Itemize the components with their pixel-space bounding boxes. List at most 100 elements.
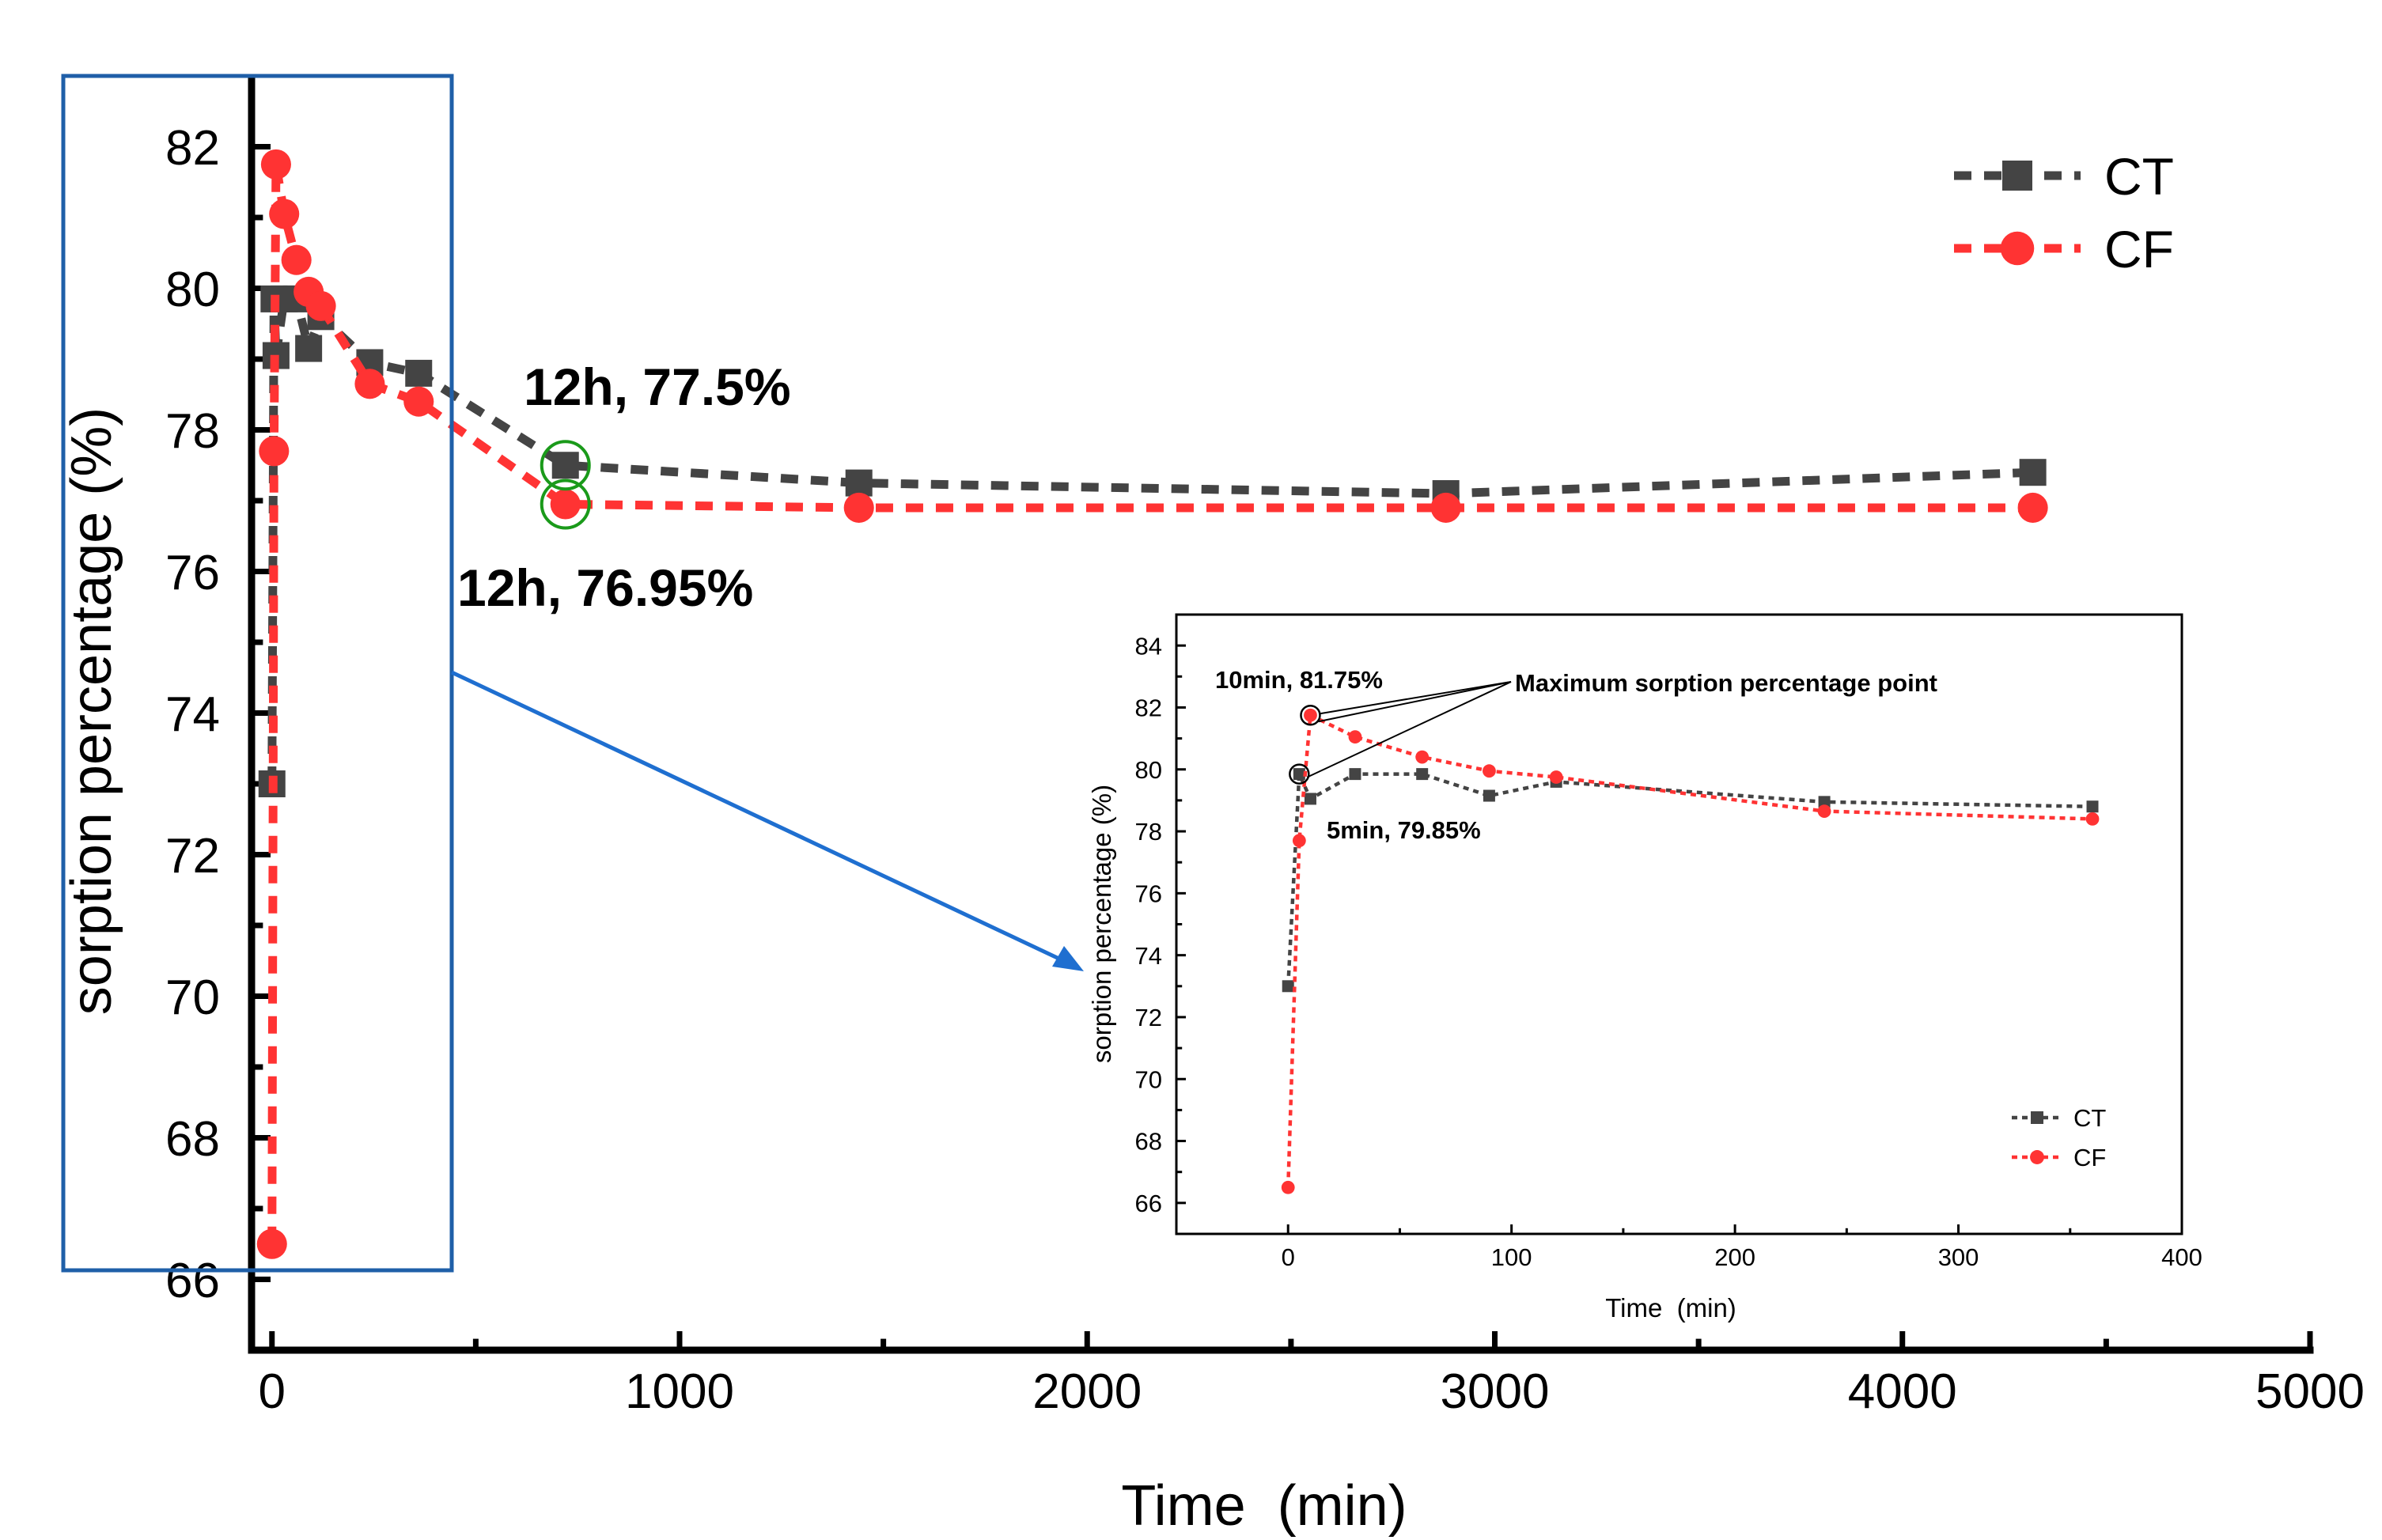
y-tick-label: 76 (1135, 880, 1162, 908)
data-point-circle (1483, 764, 1496, 778)
data-point-circle (354, 369, 385, 399)
legend-marker (2000, 231, 2035, 266)
y-tick-label: 76 (165, 546, 220, 600)
y-tick-label: 68 (165, 1112, 220, 1167)
series-cf (1281, 708, 2100, 1194)
y-tick-label: 66 (1135, 1190, 1162, 1217)
data-point-square (1349, 768, 1361, 781)
x-tick-label: 0 (259, 1364, 286, 1419)
legend-label: CF (2104, 220, 2174, 278)
y-tick-label: 72 (1135, 1004, 1162, 1031)
data-point-square (295, 335, 323, 362)
series-ct (1282, 768, 2099, 993)
overlays: 12h, 77.5% 12h, 76.95% 10min, 81.75% 5min, … (61, 74, 1937, 1273)
highlight-circle (540, 440, 591, 491)
inset-plot: 0 100 200 300 400 66 68 70 72 74 76 78 80 82 84 Time (m… (1087, 613, 2202, 1322)
annotation-cf-12h: 12h, 76.95% (457, 558, 753, 617)
data-point-square (2019, 459, 2047, 486)
legend-marker (2030, 1150, 2044, 1164)
legend-marker (2002, 161, 2032, 191)
zoom-arrow-head (1052, 946, 1084, 971)
y-tick-label: 72 (165, 829, 220, 884)
callout-line (1320, 681, 1512, 715)
x-tick-label: 1000 (625, 1364, 734, 1419)
x-tick-label: 0 (1282, 1243, 1295, 1271)
legend-label: CT (2073, 1104, 2106, 1132)
data-point-square (1818, 796, 1831, 808)
data-point-circle (1292, 834, 1306, 848)
data-point-square (1282, 980, 1294, 993)
y-tick-label: 70 (165, 971, 220, 1025)
x-tick-label: 3000 (1441, 1364, 1550, 1419)
highlight-circle (540, 479, 591, 530)
data-point-circle (2017, 492, 2048, 523)
data-point-square (1483, 789, 1495, 802)
y-axis-label: sorption percentage (%) (1087, 785, 1116, 1063)
callout-line (1318, 681, 1512, 723)
max-point-circle (1300, 704, 1321, 726)
data-point-circle (1415, 750, 1430, 764)
legend-item-cf: CF (2012, 1144, 2106, 1171)
data-point-square (1304, 793, 1316, 805)
data-point-circle (550, 489, 581, 520)
x-tick-label: 100 (1491, 1243, 1532, 1271)
data-point-square (1293, 768, 1305, 781)
series-cf (256, 149, 2048, 1259)
plot-frame (1175, 613, 2183, 1235)
data-point-circle (260, 149, 291, 180)
data-point-circle (281, 244, 312, 275)
legend-label: CF (2073, 1144, 2106, 1171)
legend-label: CT (2104, 147, 2174, 206)
data-point-square (1416, 768, 1429, 781)
data-point-circle (1304, 708, 1317, 722)
max-point-circle (1289, 763, 1310, 785)
data-point-square (845, 469, 873, 497)
zoom-arrow-line (450, 670, 1066, 963)
data-point-circle (256, 1228, 287, 1259)
annotation-max-point: Maximum sorption percentage point (1515, 669, 1937, 697)
x-tick-label: 2000 (1032, 1364, 1142, 1419)
x-tick-label: 200 (1714, 1243, 1755, 1271)
callout-line (1306, 681, 1512, 778)
y-tick-label: 66 (165, 1254, 220, 1308)
legend-item-ct: CT (2012, 1104, 2106, 1132)
y-tick-label: 78 (1135, 818, 1162, 846)
data-point-circle (269, 199, 300, 229)
data-point-circle (403, 386, 434, 417)
x-axis-label: Time (min) (1121, 1474, 1407, 1538)
legend-item-cf: CF (1954, 220, 2174, 278)
y-tick-label: 82 (1135, 694, 1162, 722)
data-point-circle (843, 492, 874, 523)
data-point-circle (2085, 812, 2100, 826)
data-point-circle (1430, 492, 1461, 523)
data-point-circle (1348, 730, 1362, 744)
legend-marker (2031, 1111, 2043, 1124)
y-tick-label: 80 (1135, 756, 1162, 784)
data-point-circle (305, 290, 336, 321)
data-point-circle (1281, 1180, 1295, 1194)
series-line (1286, 713, 2093, 1188)
x-tick-label: 400 (2161, 1243, 2202, 1271)
x-axis-label: Time (min) (1605, 1293, 1736, 1322)
y-tick-label: 70 (1135, 1065, 1162, 1093)
data-point-circle (1549, 770, 1563, 784)
data-point-square (405, 359, 433, 387)
y-tick-label: 78 (165, 404, 220, 459)
y-tick-label: 80 (165, 263, 220, 317)
annotation-ct-12h: 12h, 77.5% (524, 358, 791, 416)
data-point-square (551, 452, 579, 479)
x-tick-label: 300 (1938, 1243, 1979, 1271)
data-point-circle (1817, 804, 1831, 819)
annotation-10min: 10min, 81.75% (1215, 666, 1383, 694)
main-plot: 0 1000 2000 3000 4000 5000666870727476788082T… (60, 76, 2365, 1538)
x-tick-label: 4000 (1848, 1364, 1957, 1419)
x-tick-label: 5000 (2255, 1364, 2365, 1419)
data-point-circle (259, 436, 290, 467)
y-tick-label: 82 (165, 121, 220, 176)
annotation-5min: 5min, 79.85% (1327, 816, 1481, 844)
y-tick-label: 68 (1135, 1128, 1162, 1156)
y-tick-label: 84 (1135, 632, 1162, 660)
y-axis-label: sorption percentage (%) (60, 407, 123, 1015)
legend-item-ct: CT (1954, 147, 2174, 206)
